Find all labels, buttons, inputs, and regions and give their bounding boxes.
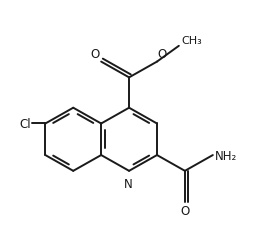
Text: CH₃: CH₃: [181, 35, 202, 46]
Text: NH₂: NH₂: [215, 149, 237, 162]
Text: O: O: [91, 48, 100, 61]
Text: Cl: Cl: [19, 118, 31, 131]
Text: N: N: [123, 177, 132, 190]
Text: O: O: [157, 48, 167, 61]
Text: O: O: [180, 204, 190, 217]
